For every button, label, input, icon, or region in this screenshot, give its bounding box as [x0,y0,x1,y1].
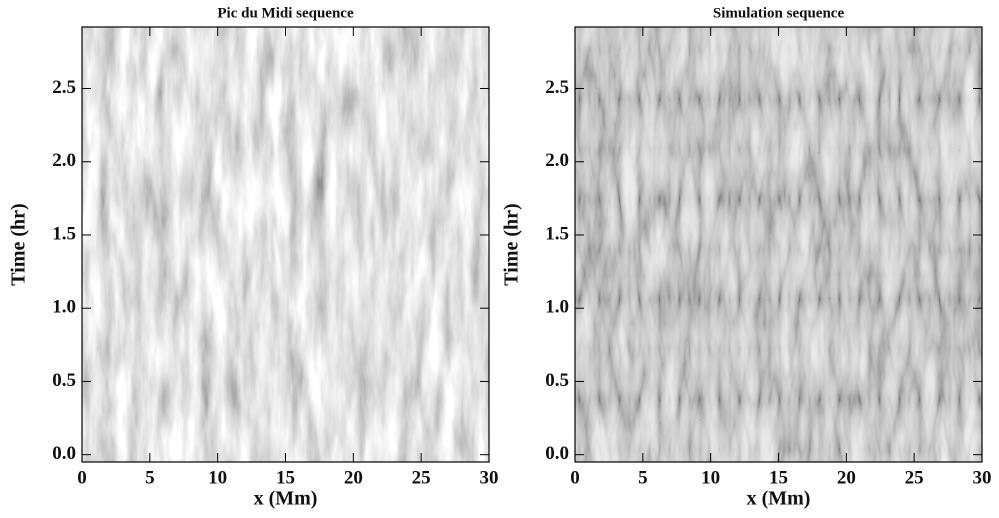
y-axis-label: Time (hr) [501,203,523,285]
x-tick-label: 30 [973,467,992,488]
x-tick-label: 25 [412,467,431,488]
x-tick-label: 10 [701,467,720,488]
x-tick-label: 0 [77,467,87,488]
y-tick-label: 0.0 [52,443,76,464]
x-axis-label: x (Mm) [254,488,318,510]
y-tick-label: 1.5 [545,223,569,244]
y-tick-label: 2.0 [52,150,76,171]
y-tick-label: 2.5 [545,77,569,98]
x-tick-label: 15 [769,467,788,488]
y-tick-label: 2.0 [545,150,569,171]
y-tick-label: 0.5 [52,370,76,391]
y-tick-label: 2.5 [52,77,76,98]
panel-title: Simulation sequence [713,5,845,21]
x-axis-label: x (Mm) [747,488,811,510]
y-tick-label: 0.5 [545,370,569,391]
panel-title: Pic du Midi sequence [217,5,354,21]
x-tick-label: 0 [570,467,580,488]
x-tick-label: 30 [480,467,499,488]
image [575,27,982,462]
x-tick-label: 25 [905,467,924,488]
y-axis-label: Time (hr) [8,203,30,285]
x-tick-label: 10 [208,467,227,488]
y-tick-label: 1.5 [52,223,76,244]
y-tick-label: 1.0 [52,297,76,318]
x-tick-label: 20 [837,467,856,488]
x-tick-label: 5 [145,467,155,488]
y-tick-label: 0.0 [545,443,569,464]
x-tick-label: 15 [276,467,295,488]
y-tick-label: 1.0 [545,297,569,318]
x-tick-label: 5 [638,467,648,488]
x-tick-label: 20 [344,467,363,488]
image [82,27,489,462]
